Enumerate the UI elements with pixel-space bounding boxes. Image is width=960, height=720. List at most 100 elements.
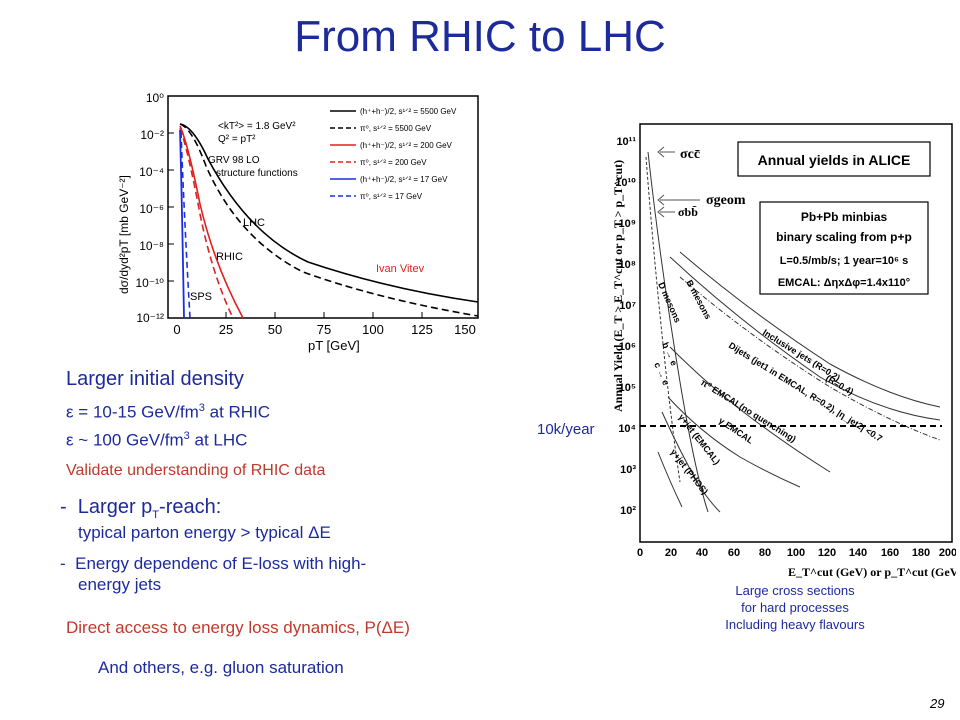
q2-note: Q² = pT²: [218, 134, 256, 145]
right-plot-frame: [639, 123, 953, 543]
x-tick: 25: [219, 322, 233, 337]
d-mesons-curve: [645, 156, 681, 483]
energy-dependence-line2: energy jets: [78, 575, 162, 594]
y-tick: 10⁻¹²: [136, 311, 164, 325]
y-tick: 10⁻⁴: [139, 165, 164, 179]
y-tick: 10¹⁰: [615, 177, 636, 189]
x-tick: 200: [939, 547, 956, 559]
lhc-hadron-curve: [179, 123, 479, 303]
left-plot-xlabel: pT [GeV]: [308, 338, 360, 353]
others-note: And others, e.g. gluon saturation: [98, 658, 344, 677]
right-plot-caption: Large cross sections for hard processes …: [690, 582, 900, 633]
rhic-label: RHIC: [216, 251, 243, 263]
direct-access-note: Direct access to energy loss dynamics, P…: [66, 618, 410, 637]
rhic-hadron-curve: [179, 125, 244, 319]
sf-note: structure functions: [216, 168, 298, 179]
sps-label: SPS: [190, 291, 212, 303]
y-tick: 10⁻⁶: [139, 202, 164, 216]
c-to-e-label: c → e: [652, 361, 671, 387]
epsilon-rhic: ε = 10-15 GeV/fm3 at RHIC: [66, 402, 271, 422]
sigma-geom-arrow: [657, 194, 700, 206]
y-tick: 10⁷: [619, 300, 636, 312]
x-tick: 100: [362, 322, 384, 337]
right-plot-ylabel: Annual Yield (E_T > E_T^cut or p_T > p_T…: [611, 160, 625, 412]
sigma-bb-arrow: [657, 206, 675, 218]
right-plot-x-ticks: 0 20 40 60 80 100 120 140 160 180 200: [637, 547, 956, 559]
x-tick: 75: [317, 322, 331, 337]
gamma-emcal-label: γ EMCAL: [717, 415, 756, 446]
sigma-geom-label: σgeom: [706, 193, 746, 208]
x-tick: 0: [637, 547, 643, 559]
legend-entry: (h⁺+h⁻)/2, s¹ᐟ² = 17 GeV: [360, 175, 448, 184]
energy-dependence-item: - Energy dependenc of E-loss with high-: [60, 554, 367, 573]
gamma-jet-phos-label: γ+jet (PHOS): [668, 447, 710, 496]
y-tick: 10⁰: [146, 91, 164, 105]
caption-line: Including heavy flavours: [725, 617, 865, 632]
parton-energy-note: typical parton energy > typical ΔE: [78, 523, 331, 542]
sps-pion-curve: [180, 131, 191, 319]
pt-reach-item: - Larger pT-reach:: [60, 496, 222, 521]
x-tick: 140: [849, 547, 867, 559]
y-tick: 10⁸: [619, 259, 636, 271]
lhc-pion-curve: [179, 123, 479, 317]
right-plot-y-ticks: 10² 10³ 10⁴ 10⁵ 10⁶ 10⁷ 10⁸ 10⁹ 10¹⁰ 10¹…: [615, 136, 636, 517]
sigma-bb-label: σbb̄: [678, 205, 698, 219]
info-line: EMCAL: ΔηxΔφ=1.4x110°: [778, 277, 910, 289]
legend-entry: π⁰, s¹ᐟ² = 200 GeV: [360, 158, 427, 167]
epsilon-lhc: ε ~ 100 GeV/fm3 at LHC: [66, 430, 248, 450]
x-tick: 125: [411, 322, 433, 337]
y-tick: 10⁶: [619, 341, 636, 353]
sigma-cc-label: σcc̄: [680, 147, 700, 162]
legend-entry: π⁰, s¹ᐟ² = 5500 GeV: [360, 124, 432, 133]
gamma-jet-phos-curve: [657, 451, 683, 508]
sigma-cc-arrow: [657, 146, 675, 158]
pi0-curve: [669, 346, 831, 473]
annual-yields-box: [737, 141, 931, 177]
lhc-label: LHC: [243, 217, 265, 229]
left-plot-x-ticks: 0 25 50 75 100 125 150: [173, 322, 475, 337]
sps-hadron-curve: [179, 129, 185, 319]
info-box: [759, 201, 929, 295]
grv-note: GRV 98 LO: [208, 155, 260, 166]
right-plot-xlabel: E_T^cut (GeV) or p_T^cut (GeV/c): [788, 565, 956, 579]
y-tick: 10⁹: [619, 218, 636, 230]
b-mesons-curve: [647, 151, 709, 513]
x-tick: 100: [787, 547, 805, 559]
x-tick: 80: [759, 547, 771, 559]
x-tick: 40: [696, 547, 708, 559]
left-plot: 10⁰ 10⁻² 10⁻⁴ 10⁻⁶ 10⁻⁸ 10⁻¹⁰ 10⁻¹² 0 25…: [117, 91, 479, 353]
y-tick: 10⁵: [619, 382, 636, 394]
info-line: L=0.5/mb/s; 1 year=10⁶ s: [780, 255, 909, 267]
legend-entry: (h⁺+h⁻)/2, s¹ᐟ² = 5500 GeV: [360, 107, 457, 116]
legend-entry: (h⁺+h⁻)/2, s¹ᐟ² = 200 GeV: [360, 141, 453, 150]
left-plot-ylabel: dσ/dyd²pT [mb GeV⁻²]: [117, 175, 131, 294]
x-tick: 160: [881, 547, 899, 559]
left-plot-y-ticks: 10⁰ 10⁻² 10⁻⁴ 10⁻⁶ 10⁻⁸ 10⁻¹⁰ 10⁻¹²: [136, 91, 165, 325]
b-mesons-label: B mesons: [684, 278, 713, 321]
y-tick: 10¹¹: [616, 136, 636, 148]
page-number: 29: [930, 696, 945, 711]
author-label: Ivan Vitev: [376, 263, 425, 275]
info-line: binary scaling from p+p: [776, 230, 912, 244]
y-tick: 10⁻¹⁰: [136, 276, 165, 290]
x-tick: 120: [818, 547, 836, 559]
y-tick: 10³: [620, 464, 636, 476]
x-tick: 0: [173, 322, 180, 337]
y-tick: 10²: [620, 505, 636, 517]
info-line: Pb+Pb minbias: [801, 210, 888, 224]
kt-note: <kT²> = 1.8 GeV²: [218, 121, 296, 132]
x-tick: 20: [665, 547, 677, 559]
left-plot-legend: (h⁺+h⁻)/2, s¹ᐟ² = 5500 GeV π⁰, s¹ᐟ² = 550…: [330, 107, 457, 201]
y-tick: 10⁴: [618, 423, 636, 435]
annual-yields-title: Annual yields in ALICE: [758, 152, 911, 168]
x-tick: 50: [268, 322, 282, 337]
r04-curve: [679, 251, 941, 408]
slide-title: From RHIC to LHC: [294, 12, 666, 61]
y-tick: 10⁻²: [140, 128, 164, 142]
density-heading: Larger initial density: [66, 368, 244, 390]
y-tick: 10⁻⁸: [139, 239, 164, 253]
validate-note: Validate understanding of RHIC data: [66, 462, 326, 479]
rhic-pion-curve: [179, 127, 234, 319]
caption-line: for hard processes: [741, 600, 849, 615]
caption-line: Large cross sections: [735, 583, 855, 598]
